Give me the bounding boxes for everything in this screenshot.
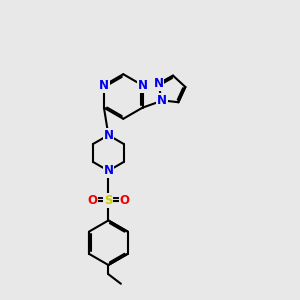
Text: N: N bbox=[99, 79, 109, 92]
Text: N: N bbox=[153, 77, 164, 90]
Text: O: O bbox=[120, 194, 130, 207]
Text: N: N bbox=[157, 94, 167, 107]
Text: O: O bbox=[87, 194, 97, 207]
Text: N: N bbox=[103, 129, 113, 142]
Text: N: N bbox=[138, 79, 148, 92]
Text: S: S bbox=[104, 194, 112, 207]
Text: N: N bbox=[103, 164, 113, 177]
